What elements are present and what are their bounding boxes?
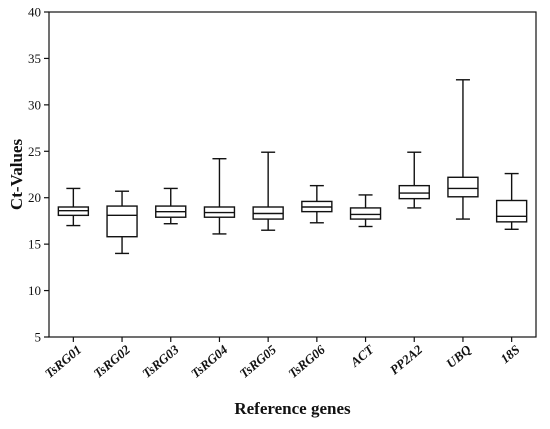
y-axis-title: Ct-Values — [7, 139, 26, 211]
y-tick-label: 40 — [28, 5, 41, 20]
y-tick-label: 15 — [28, 237, 41, 252]
box-18s — [495, 172, 528, 230]
box-tsrg05 — [252, 151, 284, 231]
x-tick-label-tsrg01: TsRG01 — [42, 342, 84, 381]
box-tsrg04 — [203, 158, 236, 235]
y-tick-label: 30 — [28, 97, 41, 112]
box-tsrg01 — [57, 187, 90, 227]
x-tick-label-tsrg03: TsRG03 — [139, 341, 182, 380]
plot-area — [57, 79, 528, 255]
plot-frame — [48, 11, 537, 338]
y-tick-label: 5 — [35, 330, 42, 345]
y-tick-label: 25 — [28, 144, 41, 159]
x-axis-title: Reference genes — [234, 399, 351, 418]
iqr-box — [447, 176, 479, 198]
x-tick-label-tsrg04: TsRG04 — [188, 341, 231, 380]
box-pp2a2 — [398, 151, 430, 209]
iqr-box — [349, 207, 382, 220]
x-tick-label-tsrg02: TsRG02 — [90, 341, 133, 380]
x-tick-label-act: ACT — [347, 341, 378, 370]
iqr-box — [398, 184, 430, 200]
y-tick-label: 20 — [28, 190, 41, 205]
box-tsrg03 — [155, 187, 187, 225]
x-tick-label-tsrg05: TsRG05 — [237, 341, 280, 380]
box-ubq — [447, 79, 479, 220]
box-act — [349, 194, 382, 228]
x-tick-label-ubq: UBQ — [443, 341, 474, 371]
iqr-box — [106, 205, 138, 238]
box-tsrg02 — [106, 190, 138, 255]
iqr-box — [495, 199, 528, 223]
x-tick-label-tsrg06: TsRG06 — [285, 341, 328, 380]
x-tick-label-18s: 18S — [497, 342, 522, 366]
x-tick-label-pp2a2: PP2A2 — [387, 341, 426, 377]
y-tick-label: 35 — [28, 51, 41, 66]
box-tsrg06 — [301, 184, 333, 224]
y-tick-label: 10 — [28, 283, 41, 298]
labels-layer: Ct-Values Reference genes — [7, 139, 351, 418]
